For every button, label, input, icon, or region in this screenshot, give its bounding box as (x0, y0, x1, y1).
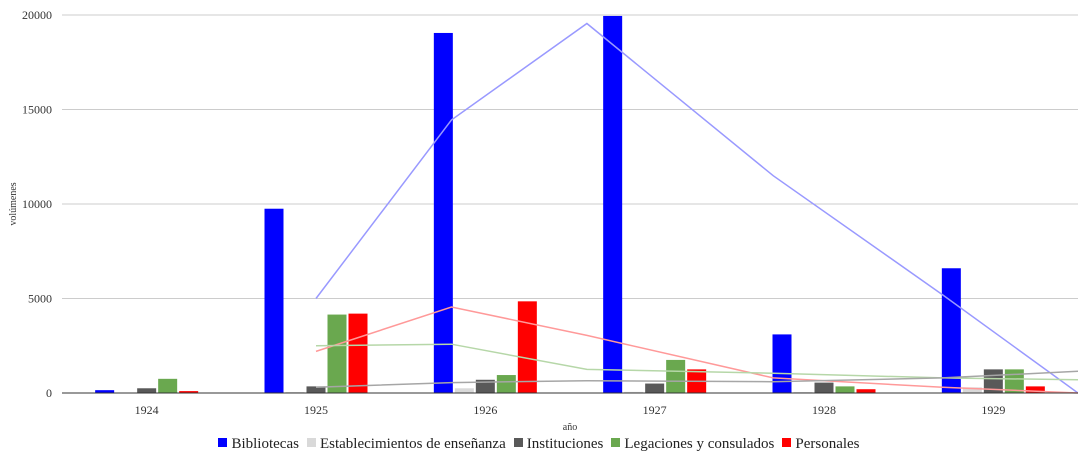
bar (603, 15, 623, 393)
bar (433, 32, 453, 394)
x-tick-label: 1929 (981, 403, 1005, 417)
y-axis-ticks: 0 5000 10000 15000 20000 (22, 8, 52, 400)
bar (348, 313, 368, 393)
y-tick-label: 15000 (22, 103, 52, 117)
legend-label: Bibliotecas (231, 436, 299, 452)
bar (454, 388, 474, 393)
legend-item: Personales (782, 436, 860, 453)
legend-swatch (782, 438, 792, 447)
bar (772, 334, 792, 393)
bar (962, 387, 982, 393)
bar (1025, 386, 1045, 393)
bar (517, 301, 537, 393)
y-tick-label: 5000 (28, 292, 52, 306)
bars (95, 15, 1045, 394)
legend-item: Bibliotecas (218, 436, 299, 453)
trendline (315, 370, 1078, 389)
bar (814, 382, 834, 393)
y-axis-label: volúmenes (8, 182, 19, 225)
bar (624, 391, 644, 393)
legend-label: Personales (795, 436, 860, 452)
trendline (315, 22, 1078, 394)
bar (179, 391, 199, 393)
bar (306, 386, 326, 393)
legend-label: Instituciones (526, 436, 604, 452)
legend-swatch (218, 438, 228, 447)
bar (327, 314, 347, 393)
x-axis-label: año (563, 422, 577, 433)
bar (496, 375, 516, 393)
gridlines (62, 14, 1078, 299)
legend-item: Establecimientos de enseñanza (306, 436, 506, 453)
y-tick-label: 10000 (22, 197, 52, 211)
legend-swatch (611, 438, 621, 447)
trendline (315, 343, 1078, 381)
legend: Bibliotecas Establecimientos de enseñanza… (0, 436, 1078, 453)
y-tick-label: 0 (46, 386, 52, 400)
x-axis-ticks: 1924 1925 1926 1927 1928 1929 (135, 403, 1006, 417)
x-tick-label: 1926 (473, 403, 497, 417)
bar (95, 390, 115, 393)
x-tick-label: 1925 (304, 403, 328, 417)
y-tick-label: 20000 (22, 8, 52, 22)
bar (137, 388, 157, 393)
bar (941, 268, 961, 393)
legend-item: Instituciones (513, 436, 604, 453)
bar (835, 386, 855, 393)
x-tick-label: 1924 (135, 403, 159, 417)
bar (158, 378, 178, 393)
legend-swatch (513, 438, 523, 447)
trendlines (315, 22, 1078, 394)
bar (475, 379, 495, 393)
legend-label: Establecimientos de enseñanza (319, 436, 506, 452)
x-tick-label: 1927 (643, 403, 667, 417)
legend-swatch (306, 438, 316, 447)
bar (264, 208, 284, 393)
x-tick-label: 1928 (812, 403, 836, 417)
legend-item: Legaciones y consulados (611, 436, 774, 453)
bar (666, 359, 686, 393)
bar (856, 389, 876, 393)
trendline (315, 306, 1078, 394)
bar (645, 383, 665, 393)
legend-label: Legaciones y consulados (624, 436, 775, 452)
